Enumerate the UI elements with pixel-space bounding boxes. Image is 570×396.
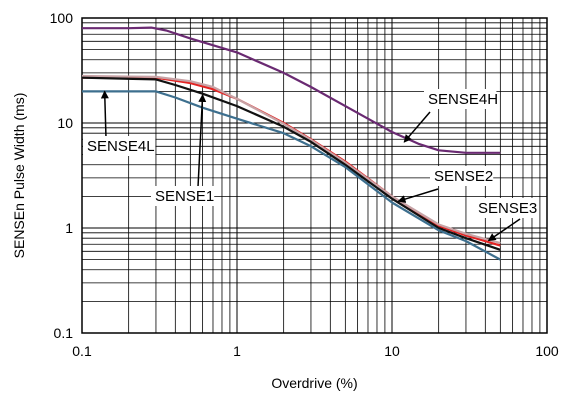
callout-label-sense2: SENSE2 bbox=[434, 168, 493, 185]
x-tick-label: 100 bbox=[535, 343, 559, 359]
y-tick-label: 100 bbox=[50, 10, 74, 26]
callout-arrow bbox=[397, 188, 439, 203]
series-line-sense1 bbox=[81, 76, 501, 251]
callout-label-background bbox=[151, 186, 215, 206]
y-tick-label: 10 bbox=[57, 115, 73, 131]
callout-label-sense1: SENSE1 bbox=[155, 188, 214, 205]
series-line-sense3 bbox=[81, 74, 501, 245]
series-line-sense4h bbox=[82, 26, 501, 154]
callout-label-sense4h: SENSE4H bbox=[428, 91, 498, 108]
callout-arrow bbox=[487, 218, 521, 242]
callout-arrow bbox=[100, 90, 109, 139]
callout-label-background bbox=[424, 89, 497, 109]
y-tick-label: 0.1 bbox=[54, 325, 74, 341]
callout-label-background bbox=[474, 198, 538, 218]
series-layer bbox=[81, 26, 501, 261]
tick-labels: 0.1 1 10 100 0.1 1 10 100 bbox=[50, 10, 559, 359]
y-tick-label: 1 bbox=[65, 220, 73, 236]
callout-label-sense4l: SENSE4L bbox=[87, 138, 155, 155]
y-axis-title: SENSEn Pulse Width (ms) bbox=[11, 93, 27, 259]
plot-frame bbox=[81, 17, 548, 334]
callout-label-background bbox=[430, 166, 494, 186]
x-tick-label: 0.1 bbox=[72, 343, 92, 359]
x-axis-title: Overdrive (%) bbox=[271, 375, 357, 391]
x-tick-label: 1 bbox=[233, 343, 241, 359]
callout-arrow bbox=[197, 93, 207, 188]
x-tick-label: 10 bbox=[384, 343, 400, 359]
annotation-layer: SENSE4H SENSE2 SENSE3 SENSE1 SENSE4L bbox=[83, 89, 538, 242]
callout-arrow bbox=[403, 111, 431, 143]
callout-label-sense3: SENSE3 bbox=[478, 200, 537, 217]
callout-label-background bbox=[83, 136, 156, 156]
series-line-sense4l bbox=[82, 90, 501, 261]
